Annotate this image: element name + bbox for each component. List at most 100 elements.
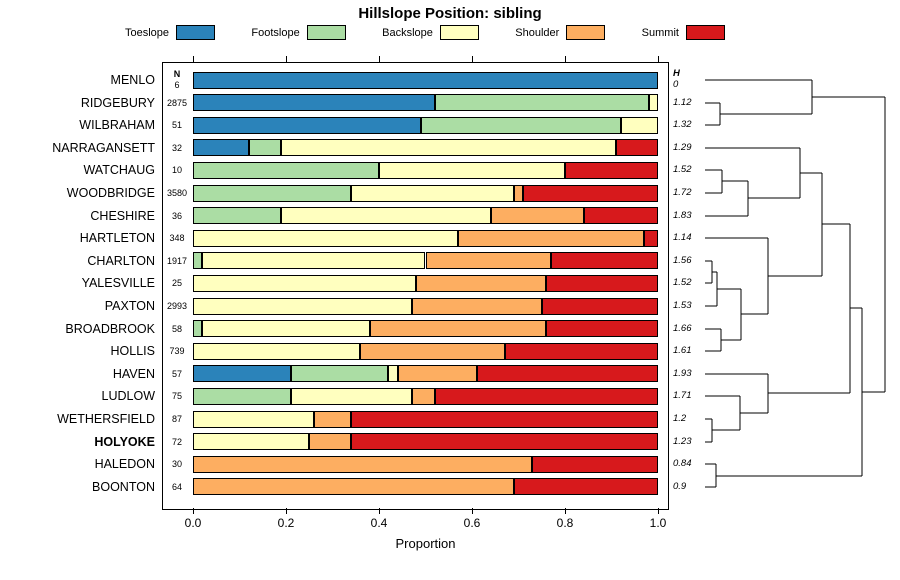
x-axis-top-tick [472,56,473,62]
bar-segment-backslope [193,410,314,428]
bar-segment-shoulder [360,342,505,360]
h-value: 1.72 [673,187,692,198]
legend-item: Footslope [251,25,346,40]
x-axis-tick [193,508,194,514]
bar-segment-toeslope [193,94,435,112]
x-axis-top-tick [565,56,566,62]
h-value: 1.2 [673,413,687,424]
bar-segment-shoulder [425,252,552,270]
x-axis-tick [472,508,473,514]
x-axis-tick-label: 0.8 [556,516,574,530]
n-value: 64 [171,481,182,492]
bar-segment-footslope [193,207,282,225]
h-value: 1.12 [673,96,692,108]
h-value: 1.66 [673,322,692,334]
bar-segment-shoulder [411,297,542,315]
row-label: BROADBROOK [65,321,155,336]
bar-segment-toeslope [193,365,291,383]
bar-segment-summit [351,410,658,428]
bar-segment-footslope [193,184,352,202]
row-label: MENLO [110,73,155,87]
bar-segment-summit [546,320,658,338]
n-value: 25 [171,278,182,289]
x-axis-top-tick [379,56,380,62]
n-value: 57 [171,368,182,379]
h-value: 1.53 [673,300,692,311]
h-value: 1.52 [673,164,692,176]
bar-segment-summit [434,387,658,405]
legend-label: Summit [641,26,679,39]
row-label: YALESVILLE [81,276,155,291]
row-label: CHESHIRE [90,208,155,223]
n-value: 30 [171,459,182,470]
bar-segment-summit [513,478,658,496]
x-axis-tick-label: 1.0 [649,516,667,530]
chart-title: Hillslope Position: sibling [358,5,542,22]
legend-swatch [439,25,479,40]
bar-segment-summit [523,184,658,202]
n-value: 2993 [166,301,188,311]
bar-segment-summit [504,342,658,360]
n-value: 2875 [166,97,188,108]
legend-label: Footslope [251,26,300,39]
bar-segment-footslope [290,365,389,383]
bar-segment-shoulder [490,207,584,225]
bar-segment-backslope [388,365,398,383]
n-value: 10 [171,165,182,176]
bar-segment-shoulder [193,455,533,473]
row-label: HARTLETON [79,231,155,246]
bar-segment-footslope [248,139,282,157]
plot-area-border [162,62,669,510]
row-label: CHARLTON [87,253,155,268]
bar-segment-shoulder [411,387,435,405]
row-label: BOONTON [92,479,155,494]
h-value: 1.61 [673,345,692,357]
n-value: 58 [171,323,182,334]
bar-segment-shoulder [416,274,547,292]
h-value: 0.9 [673,480,687,492]
legend-label: Toeslope [125,26,170,39]
n-value: 72 [171,436,182,447]
bar-segment-backslope [379,161,565,179]
bar-segment-summit [351,433,658,451]
x-axis-top-tick [286,56,287,62]
bar-segment-backslope [193,274,417,292]
n-column-header: N [173,69,181,79]
row-label: WOODBRIDGE [66,186,155,200]
bar-segment-backslope [193,342,361,360]
row-label: NARRAGANSETT [52,140,155,155]
row-label: PAXTON [104,299,155,313]
bar-segment-footslope [193,161,379,179]
bar-segment-backslope [648,94,658,112]
bar-segment-summit [583,207,658,225]
bar-segment-shoulder [513,184,524,202]
bar-segment-shoulder [397,365,477,383]
legend-label: Backslope [382,26,433,39]
bar-segment-footslope [193,320,203,338]
bar-segment-summit [541,297,658,315]
bar-segment-backslope [202,320,370,338]
n-value: 87 [171,414,182,424]
h-value: 1.93 [673,367,692,379]
x-axis-top-tick [658,56,659,62]
legend-swatch [685,25,725,40]
x-axis-tick [565,508,566,514]
legend: Toeslope Footslope Backslope Shoulder Summit [125,25,725,40]
x-axis-tick-label: 0.2 [277,516,295,530]
n-value: 3580 [166,188,188,198]
bar-segment-backslope [281,207,491,225]
bar-segment-shoulder [313,410,352,428]
row-label: WATCHAUG [83,163,155,178]
bar-segment-summit [532,455,658,473]
n-value: 36 [171,210,182,221]
h-value: 1.56 [673,254,692,266]
bar-segment-shoulder [369,320,547,338]
row-label: LUDLOW [101,389,155,404]
h-column-header: H [673,68,680,79]
bar-segment-summit [551,252,658,270]
bar-segment-summit [476,365,658,383]
